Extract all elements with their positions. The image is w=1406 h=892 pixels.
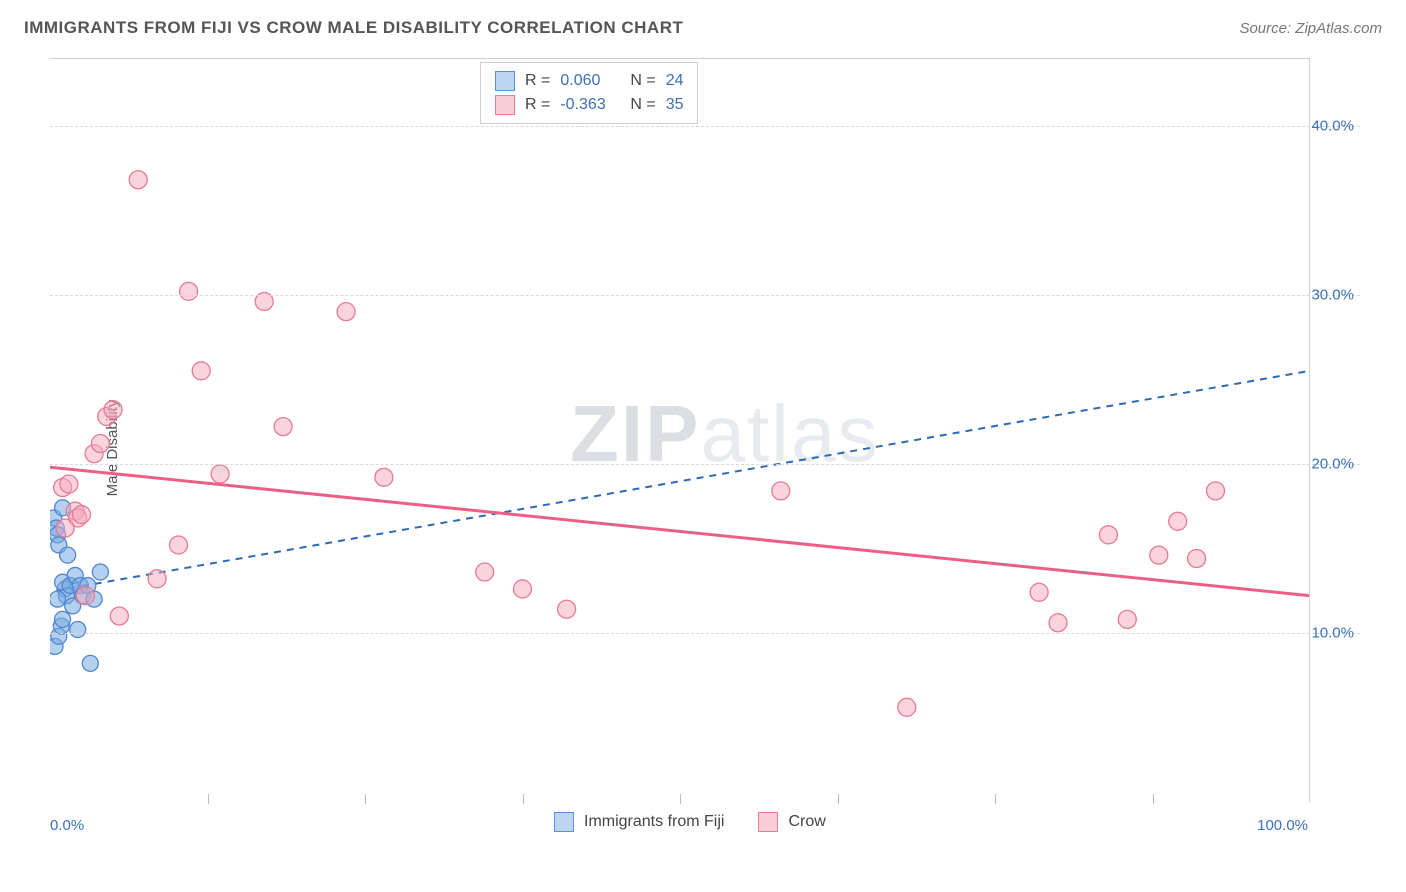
xtick-mark [365, 794, 366, 804]
legend-bottom-swatch-0 [554, 812, 574, 832]
ytick-label: 10.0% [1311, 624, 1354, 641]
xtick-mark [680, 794, 681, 804]
legend-bottom: Immigrants from Fiji Crow [554, 812, 826, 832]
gridline-y [50, 295, 1360, 296]
chart-source: Source: ZipAtlas.com [1239, 20, 1382, 37]
legend-bottom-label-0: Immigrants from Fiji [584, 813, 724, 831]
ytick-label: 30.0% [1311, 286, 1354, 303]
gridline-y [50, 126, 1360, 127]
gridline-y [50, 633, 1360, 634]
ytick-label: 40.0% [1311, 117, 1354, 134]
chart-title: IMMIGRANTS FROM FIJI VS CROW MALE DISABI… [24, 18, 683, 38]
plot-area: Male Disability ZIPatlas R = 0.060 N = 2… [50, 58, 1360, 838]
ytick-label: 20.0% [1311, 455, 1354, 472]
legend-bottom-swatch-1 [758, 812, 778, 832]
xtick-mark [208, 794, 209, 804]
x-label-left: 0.0% [50, 817, 84, 834]
xtick-mark [995, 794, 996, 804]
xtick-mark [1153, 794, 1154, 804]
x-label-right: 100.0% [1257, 817, 1308, 834]
gridline-y [50, 464, 1360, 465]
legend-bottom-label-1: Crow [788, 813, 825, 831]
xtick-mark [838, 794, 839, 804]
xtick-mark [523, 794, 524, 804]
header-bar: IMMIGRANTS FROM FIJI VS CROW MALE DISABI… [24, 18, 1382, 38]
